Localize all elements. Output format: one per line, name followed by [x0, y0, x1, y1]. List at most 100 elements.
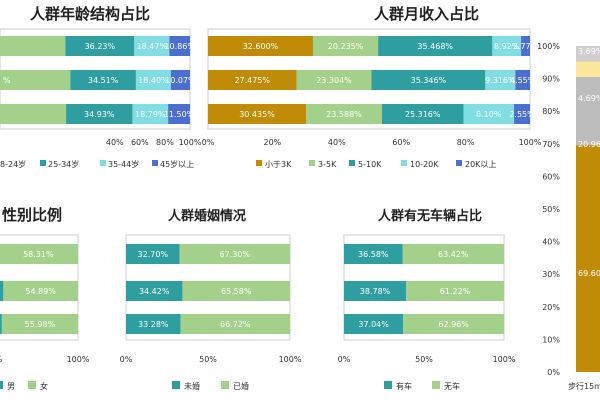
- x-tick-label: 100%: [179, 138, 202, 147]
- legend-label: 25-34岁: [48, 159, 79, 169]
- legend-swatch: [401, 160, 407, 166]
- bar-segment: [344, 244, 403, 264]
- bar-segment: [576, 61, 600, 77]
- marriage-chart: 32.70% 67.30% 34.42% 65.58% 33.28% 66.72% 0% 50…: [120, 234, 302, 391]
- bar-segment: [312, 36, 379, 56]
- data-label: 8.10%: [476, 110, 502, 119]
- bar-segment: [170, 70, 190, 90]
- bar-segment: [515, 70, 530, 90]
- legend-swatch: [384, 381, 392, 389]
- bar-segment: [381, 104, 464, 124]
- y-tick-label: 80%: [542, 107, 560, 116]
- data-label: 2.77%: [513, 42, 539, 51]
- legend-label: 未婚: [184, 381, 200, 391]
- x-tick-label: 100%: [519, 138, 542, 147]
- x-tick-label: 40%: [328, 138, 346, 147]
- bar-segment: [132, 104, 169, 124]
- bar-segment: [208, 70, 297, 90]
- bar-segment: [1, 314, 78, 334]
- bar-segment: [0, 36, 66, 56]
- legend-swatch: [432, 381, 440, 389]
- bar-segment: [402, 244, 504, 264]
- y-tick-label: 70%: [542, 140, 560, 149]
- bar-segment: [371, 70, 486, 90]
- legend-swatch: [152, 160, 158, 166]
- y-tick-label: 20%: [542, 303, 560, 312]
- legend-label: 35-44岁: [108, 159, 139, 169]
- data-label: 62.96%: [438, 320, 469, 329]
- x-axis-label: 步行15m: [568, 381, 600, 391]
- income-chart-title: 人群月收入占比: [374, 5, 479, 23]
- bar-segment: [296, 70, 372, 90]
- data-label: 34.93%: [84, 110, 115, 119]
- bar-segment: [521, 36, 530, 56]
- data-label: 11.50%: [164, 110, 195, 119]
- legend-label: 已婚: [233, 381, 249, 391]
- bar-segment: [514, 104, 530, 124]
- x-tick-label: 80%: [156, 138, 174, 147]
- legend-swatch: [0, 381, 3, 389]
- y-tick-label: 90%: [542, 75, 560, 84]
- x-tick-label: 0%: [120, 355, 133, 364]
- data-label: 69.60%: [578, 269, 600, 278]
- bar-segment: [180, 314, 290, 334]
- x-tick-label: 60%: [131, 138, 149, 147]
- x-tick-label: 0%: [0, 355, 3, 364]
- bar-segment: [403, 314, 504, 334]
- data-label: 2.55%: [509, 110, 535, 119]
- bar-segment: [134, 36, 170, 56]
- legend-swatch: [28, 381, 36, 389]
- data-label: 10.86%: [164, 42, 195, 51]
- bar-segment: [126, 244, 180, 264]
- data-label: 18.40%: [138, 76, 169, 85]
- bar-segment: [70, 70, 136, 90]
- bar-segment: [179, 244, 290, 264]
- data-label: 32.600%: [243, 42, 279, 51]
- bar-segment: [66, 104, 133, 124]
- y-tick-label: 10%: [542, 335, 560, 344]
- data-label: 23.304%: [316, 76, 352, 85]
- data-label: 65.58%: [221, 287, 252, 296]
- gender-chart-title: 性别比例: [2, 206, 62, 224]
- legend-label: 男: [7, 382, 15, 391]
- y-tick-label: 0%: [547, 368, 560, 377]
- legend-swatch: [100, 160, 106, 166]
- data-label: 34.42%: [139, 287, 170, 296]
- legend-swatch: [256, 160, 262, 166]
- bar-segment: [485, 70, 516, 90]
- bar-segment: [576, 46, 600, 62]
- legend-label: 5-10K: [358, 160, 382, 169]
- bar-segment: [378, 36, 493, 56]
- age-structure-chart: 36.23% 18.47%10.86%% 34.51% 18.40%10.07% 34.…: [0, 28, 202, 169]
- legend-label: 10-20K: [410, 160, 439, 169]
- bar-segment: [306, 104, 382, 124]
- data-label: 27.475%: [234, 76, 270, 85]
- legend-swatch: [309, 160, 315, 166]
- income-chart: 32.600% 20.235% 35.468% 8.92%2.77% 27.475% 23…: [202, 28, 542, 169]
- data-label: 3.69%: [578, 47, 600, 56]
- x-tick-label: 100%: [493, 355, 516, 364]
- y-tick-label: 50%: [542, 205, 560, 214]
- bar-segment: [135, 70, 171, 90]
- legend-swatch: [40, 160, 46, 166]
- bar-segment: [3, 281, 78, 301]
- bar-segment: [0, 104, 67, 124]
- data-label: 36.23%: [85, 42, 116, 51]
- data-label: 20.235%: [328, 42, 364, 51]
- data-label: 32.70%: [138, 250, 169, 259]
- bar-segment: [492, 36, 522, 56]
- data-label: 36.58%: [358, 250, 389, 259]
- data-label: 67.30%: [220, 250, 251, 259]
- marriage-chart-title: 人群婚姻情况: [168, 208, 246, 224]
- y-tick-label: 60%: [542, 172, 560, 181]
- x-tick-label: 40%: [106, 138, 124, 147]
- x-tick-label: 100%: [67, 355, 90, 364]
- x-tick-label: 100%: [279, 355, 302, 364]
- legend-label: 无车: [444, 381, 460, 391]
- legend-label: 3-5K: [318, 160, 337, 169]
- legend-label: 45岁以上: [160, 159, 194, 169]
- data-label: 30.435%: [239, 110, 275, 119]
- data-label: 35.346%: [411, 76, 447, 85]
- x-tick-label: 20%: [264, 138, 282, 147]
- bar-segment: [406, 281, 504, 301]
